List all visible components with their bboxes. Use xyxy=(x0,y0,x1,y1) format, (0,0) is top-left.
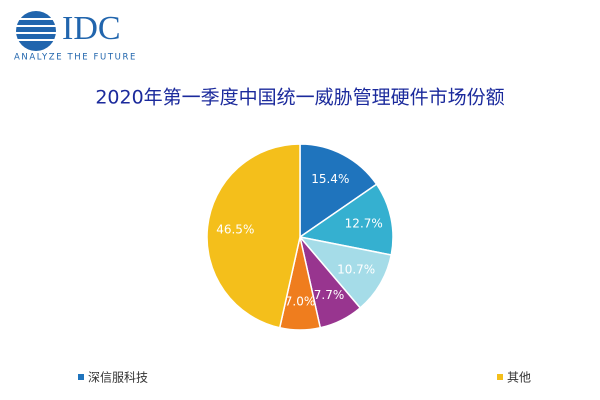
chart-title: 2020年第一季度中国统一威胁管理硬件市场份额 xyxy=(95,87,504,109)
pie-slice xyxy=(299,143,378,239)
value-label: 46.5% xyxy=(216,222,254,236)
pie-slice xyxy=(298,183,394,256)
logo-brand: IDC xyxy=(62,10,121,47)
logo-globe xyxy=(16,11,56,51)
value-label: 7.7% xyxy=(314,288,345,302)
logo-tagline: ANALYZE THE FUTURE xyxy=(14,53,137,63)
pie-slice xyxy=(206,143,301,329)
value-label: 7.0% xyxy=(285,295,316,309)
value-label: 12.7% xyxy=(345,216,383,230)
value-label: 15.4% xyxy=(311,172,349,186)
legend-label: 深信服科技 xyxy=(88,371,148,385)
legend-label: 其他 xyxy=(507,371,531,385)
legend-swatch xyxy=(497,374,503,380)
value-label: 10.7% xyxy=(337,262,375,276)
legend-swatch xyxy=(78,374,84,380)
